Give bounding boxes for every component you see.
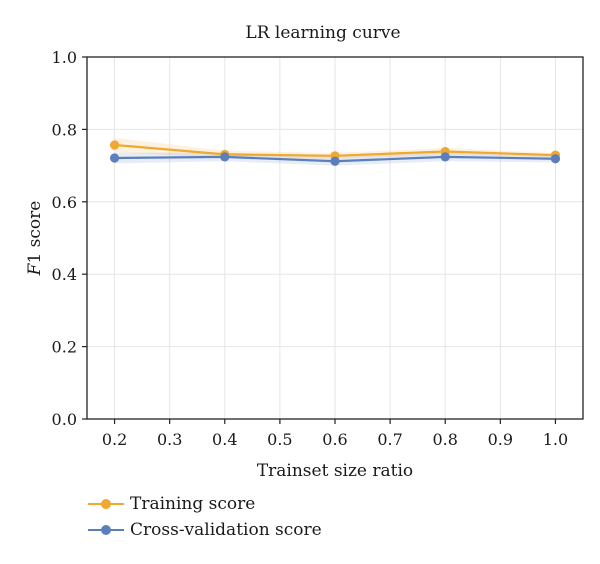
- x-tick-label: 0.7: [377, 430, 402, 449]
- cross-validation-score-point: [220, 152, 230, 162]
- legend-dot-cross-validation: [101, 525, 111, 535]
- y-tick-label: 0.4: [52, 265, 77, 284]
- y-tick-label: 0.2: [52, 338, 77, 357]
- x-tick-label: 0.5: [267, 430, 292, 449]
- legend-item-training: Training score: [86, 491, 322, 517]
- y-tick-label: 0.0: [52, 410, 77, 429]
- x-tick-label: 0.4: [212, 430, 237, 449]
- legend-swatch-cross-validation: [86, 520, 126, 540]
- x-tick-label: 0.8: [432, 430, 457, 449]
- chart-title: LR learning curve: [245, 23, 400, 43]
- y-axis-label-rest: 1 score: [25, 201, 45, 264]
- x-axis-label: Trainset size ratio: [257, 461, 413, 481]
- y-axis-label: F1 score: [25, 201, 45, 277]
- y-axis-label-italic: F: [25, 262, 45, 276]
- x-tick-label: 0.3: [157, 430, 182, 449]
- y-tick-label: 0.6: [52, 193, 77, 212]
- legend-item-cross-validation: Cross-validation score: [86, 517, 322, 543]
- legend-label-training: Training score: [130, 494, 256, 514]
- legend-dot-training: [101, 499, 111, 509]
- cross-validation-score-point: [440, 152, 450, 162]
- legend: Training score Cross-validation score: [86, 491, 322, 543]
- x-tick-label: 1.0: [543, 430, 568, 449]
- x-tick-label: 0.2: [102, 430, 127, 449]
- axis-ticks: 0.2 0.3 0.4 0.5 0.6 0.7 0.8 0.9 1.0 0.0 0.2 0.4 0.6 0…: [52, 48, 569, 449]
- cross-validation-score-point: [109, 153, 120, 163]
- y-tick-label: 0.8: [52, 120, 77, 139]
- training-score-point: [109, 140, 120, 150]
- legend-swatch-training: [86, 494, 126, 514]
- legend-label-cross-validation: Cross-validation score: [130, 520, 322, 540]
- cross-validation-score-point: [330, 156, 340, 166]
- grid: [87, 56, 583, 420]
- cross-validation-score-point: [550, 154, 561, 164]
- x-tick-label: 0.6: [322, 430, 347, 449]
- y-tick-label: 1.0: [52, 48, 77, 67]
- x-tick-label: 0.9: [488, 430, 513, 449]
- series-points: [109, 140, 561, 166]
